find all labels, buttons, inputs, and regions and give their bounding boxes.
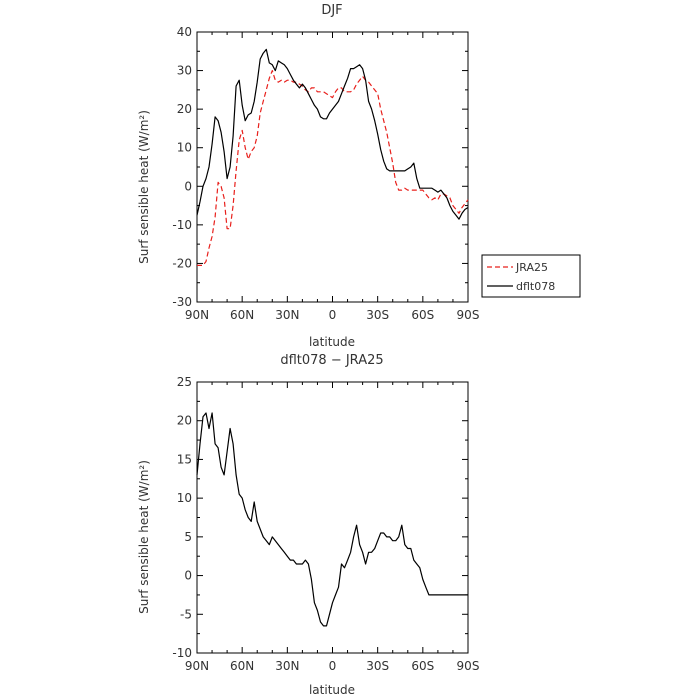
top-xtick-label: 60N [230,308,254,322]
bottom-ytick-label: 20 [177,414,192,428]
top-ytick-label: 20 [177,102,192,116]
top-chart-xlabel: latitude [309,335,355,349]
top-chart-title: DJF [321,3,342,18]
bottom-xtick-label: 30S [366,659,389,673]
top-xtick-label: 30S [366,308,389,322]
legend-label-dflt078: dflt078 [516,280,555,293]
bottom-xtick-label: 0 [329,659,337,673]
top-chart-legend: JRA25 dflt078 [481,254,581,298]
bottom-ytick-label: -10 [172,646,192,660]
top-axis-frame [196,31,469,303]
bottom-ytick-label: 5 [184,530,192,544]
top-xtick-label: 90N [185,308,209,322]
bottom-xtick-label: 90S [457,659,480,673]
bottom-ytick-label: 15 [177,452,192,466]
top-xtick-label: 0 [329,308,337,322]
bottom-chart-ylabel: Surf sensible heat (W/m²) [137,460,151,614]
top-ytick-label: -30 [172,295,192,309]
legend-label-jra25: JRA25 [515,261,548,274]
bottom-chart-xlabel: latitude [309,683,355,697]
top-series-line-dflt078 [196,48,469,220]
bottom-chart-plot-area: -10 -5 0 5 10 15 20 25 90N 60N 30N 0 30S 60S 90S [172,375,479,673]
bottom-ytick-label: 0 [184,569,192,583]
top-ytick-label: -20 [172,256,192,270]
top-xtick-label: 90S [457,308,480,322]
top-ytick-label: 30 [177,64,192,78]
bottom-ytick-label: 10 [177,491,192,505]
bottom-axis-frame [196,381,469,654]
bottom-xtick-label: 60S [411,659,434,673]
bottom-xtick-label: 90N [185,659,209,673]
top-ytick-label: 40 [177,25,192,39]
top-ytick-label: 10 [177,141,192,155]
legend-frame [481,254,581,298]
top-xtick-label: 30N [275,308,299,322]
top-ytick-label: 0 [184,179,192,193]
top-xtick-label: 60S [411,308,434,322]
bottom-chart-panel: dflt078 − JRA25 latitude Surf sensible h… [137,353,479,697]
top-chart-panel: DJF latitude Surf sensible heat (W/m²) -… [137,3,581,349]
bottom-chart-title: dflt078 − JRA25 [280,353,383,368]
bottom-xtick-label: 60N [230,659,254,673]
bottom-series-line-s0 [196,412,468,627]
bottom-ytick-label: 25 [177,375,192,389]
top-chart-ylabel: Surf sensible heat (W/m²) [137,110,151,264]
bottom-ytick-label: -5 [180,607,192,621]
top-chart-plot-area: -30 -20 -10 0 10 20 30 40 90N 60N 30N 0 30S 60S 90S [172,25,479,322]
top-ytick-label: -10 [172,218,192,232]
top-series-line-jra25 [197,69,469,266]
bottom-xtick-label: 30N [275,659,299,673]
